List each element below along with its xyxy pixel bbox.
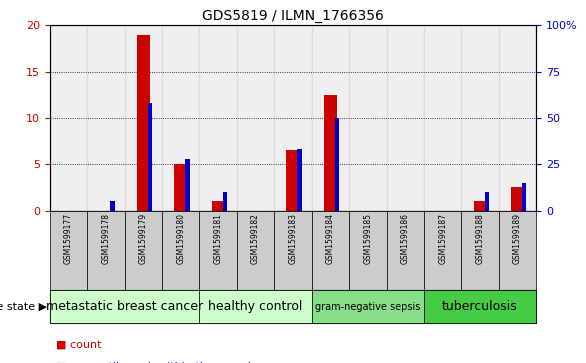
Bar [349,25,387,211]
Bar [424,290,536,323]
Text: healthy control: healthy control [209,300,303,313]
Text: ■ percentile rank within the sample: ■ percentile rank within the sample [56,362,257,363]
Bar [174,164,188,211]
Bar [511,187,524,211]
Bar [274,25,312,211]
Bar [335,118,339,211]
Bar [499,25,536,211]
Bar [312,25,349,211]
Bar [499,211,536,290]
Text: GSM1599183: GSM1599183 [288,213,298,264]
Title: GDS5819 / ILMN_1766356: GDS5819 / ILMN_1766356 [202,9,384,23]
Bar [50,211,87,290]
Text: GSM1599187: GSM1599187 [438,213,447,264]
Bar [137,35,150,211]
Text: GSM1599188: GSM1599188 [476,213,485,264]
Text: metastatic breast cancer: metastatic breast cancer [46,300,203,313]
Text: GSM1599178: GSM1599178 [101,213,110,264]
Text: gram-negative sepsis: gram-negative sepsis [315,302,421,312]
Text: GSM1599184: GSM1599184 [326,213,335,264]
Text: disease state ▶: disease state ▶ [0,302,47,312]
Bar [424,211,461,290]
Bar [298,150,302,211]
Bar [237,211,274,290]
Bar [324,95,337,211]
Text: GSM1599179: GSM1599179 [139,213,148,264]
Bar [185,159,190,211]
Bar [237,25,274,211]
Bar [522,183,526,211]
Text: GSM1599181: GSM1599181 [214,213,223,264]
Bar [162,25,199,211]
Bar [473,201,486,211]
Text: GSM1599177: GSM1599177 [64,213,73,264]
Bar [50,25,87,211]
Bar [87,25,125,211]
Text: GSM1599189: GSM1599189 [513,213,522,264]
Bar [110,201,115,211]
Text: ■ count: ■ count [56,340,101,350]
Text: GSM1599182: GSM1599182 [251,213,260,264]
Text: GSM1599185: GSM1599185 [363,213,372,264]
Bar [50,290,199,323]
Bar [125,211,162,290]
Text: GSM1599180: GSM1599180 [176,213,185,264]
Bar [199,211,237,290]
Bar [349,211,387,290]
Bar [387,211,424,290]
Bar [125,25,162,211]
Bar [223,192,227,211]
Bar [199,290,312,323]
Bar [287,150,299,211]
Bar [387,25,424,211]
Bar [148,103,152,211]
Bar [312,290,424,323]
Bar [199,25,237,211]
Text: tuberculosis: tuberculosis [442,300,518,313]
Bar [461,211,499,290]
Bar [162,211,199,290]
Bar [485,192,489,211]
Bar [424,25,461,211]
Bar [212,201,224,211]
Bar [461,25,499,211]
Bar [312,211,349,290]
Bar [87,211,125,290]
Bar [274,211,312,290]
Text: GSM1599186: GSM1599186 [401,213,410,264]
